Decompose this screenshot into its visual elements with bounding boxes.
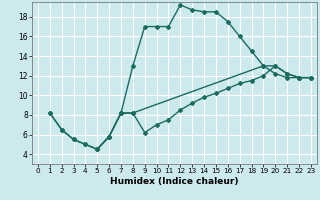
X-axis label: Humidex (Indice chaleur): Humidex (Indice chaleur): [110, 177, 239, 186]
